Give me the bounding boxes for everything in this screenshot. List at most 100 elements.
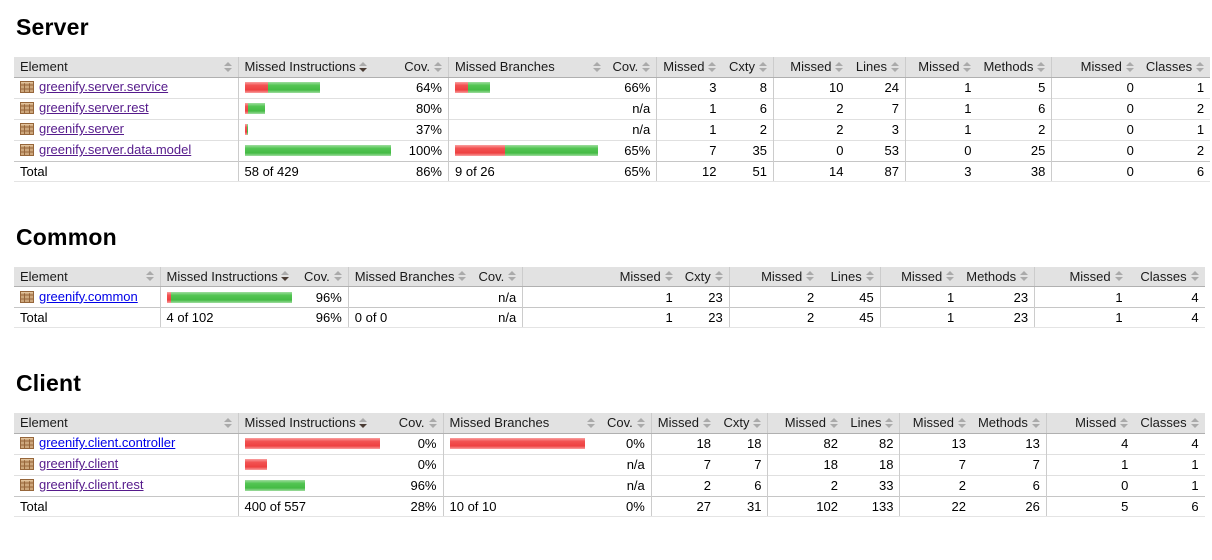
sort-up-arrow-icon — [280, 271, 289, 276]
column-header-missed-instructions[interactable]: Missed Instructions — [237, 57, 397, 78]
header-cell-content: Cov. — [478, 269, 517, 284]
column-header-missed-instructions[interactable]: Missed Instructions — [237, 413, 391, 434]
column-header-methods-10[interactable]: Methods — [960, 266, 1035, 287]
column-header-missed-7[interactable]: Missed — [767, 413, 844, 434]
column-header-methods-10[interactable]: Methods — [977, 57, 1052, 78]
column-header-methods-10[interactable]: Methods — [971, 413, 1047, 434]
counter-cell: 0 — [1051, 77, 1140, 98]
column-header-label: Lines — [830, 268, 862, 284]
package-link[interactable]: greenify.server.service — [39, 79, 169, 94]
column-header-missed-9[interactable]: Missed — [879, 266, 961, 287]
column-header-missed-5[interactable]: Missed — [656, 57, 723, 78]
branch-coverage-cell: n/a — [498, 289, 517, 305]
coverage-bar — [166, 287, 293, 307]
sort-desc-icon — [358, 61, 367, 72]
column-header-missed-11[interactable]: Missed — [1051, 57, 1140, 78]
column-header-cov-4[interactable]: Cov. — [606, 57, 657, 78]
column-header-label: Cov. — [612, 59, 639, 75]
column-header-lines-8[interactable]: Lines — [820, 266, 881, 287]
package-link[interactable]: greenify.server — [39, 121, 125, 136]
column-header-missed-5[interactable]: Missed — [650, 413, 717, 434]
sort-down-arrow-icon — [758, 67, 767, 72]
total-counter-cell: 133 — [843, 495, 900, 517]
column-header-cxty-6[interactable]: Cxty — [716, 413, 768, 434]
column-header-missed-9[interactable]: Missed — [899, 413, 972, 434]
column-header-missed-5[interactable]: Missed — [522, 266, 679, 287]
header-cell-content: Missed — [658, 415, 711, 430]
sort-arrows-icon — [223, 61, 232, 72]
table-row: greenify.server.data.model 100% 65% 7 35 0 53 0… — [14, 139, 1211, 161]
column-header-label: Missed — [1075, 415, 1117, 431]
column-header-cov-4[interactable]: Cov. — [472, 266, 523, 287]
total-branch-coverage-cell: n/a — [472, 307, 523, 328]
column-header-cov-2[interactable]: Cov. — [396, 57, 449, 78]
column-header-lines-8[interactable]: Lines — [843, 413, 900, 434]
counter-cell: 1 — [904, 97, 978, 119]
header-cell-content: Missed Branches — [355, 269, 467, 284]
total-counter-cell: 23 — [678, 307, 730, 328]
counter-cell: 0 — [1051, 97, 1140, 119]
sort-up-arrow-icon — [333, 271, 342, 276]
coverage-table-slot: Element Missed Instructions Cov. Missed Bra… — [14, 57, 1212, 182]
package-link[interactable]: greenify.common — [39, 288, 138, 304]
package-link[interactable]: greenify.client.controller — [39, 435, 176, 450]
column-header-classes-12[interactable]: Classes — [1139, 57, 1211, 78]
sort-arrows-icon — [1125, 61, 1134, 72]
counter-cell: 6 — [971, 474, 1047, 496]
element-cell-content: greenify.client.rest — [20, 477, 144, 492]
column-header-element[interactable]: Element — [14, 266, 160, 287]
sort-arrows-icon — [865, 271, 874, 282]
column-header-cov-2[interactable]: Cov. — [391, 413, 443, 434]
sort-desc-icon — [280, 271, 289, 282]
sort-down-arrow-icon — [1031, 423, 1040, 428]
column-header-missed-7[interactable]: Missed — [728, 266, 821, 287]
total-instructions-cell: 400 of 557 — [237, 495, 391, 517]
column-header-missed-11[interactable]: Missed — [1034, 266, 1129, 287]
column-header-cxty-6[interactable]: Cxty — [678, 266, 730, 287]
sort-up-arrow-icon — [946, 271, 955, 276]
column-header-element[interactable]: Element — [14, 57, 238, 78]
element-cell: greenify.server — [14, 118, 238, 140]
total-counter-cell: 6 — [1134, 495, 1205, 517]
coverage-bar — [455, 78, 601, 98]
column-header-missed-instructions[interactable]: Missed Instructions — [159, 266, 298, 287]
missed-branches-cell — [448, 77, 607, 98]
column-header-lines-8[interactable]: Lines — [849, 57, 906, 78]
instruction-coverage-cell: 64% — [415, 80, 442, 95]
sort-up-arrow-icon — [835, 61, 844, 66]
column-header-label: Methods — [977, 415, 1028, 431]
package-link[interactable]: greenify.client.rest — [39, 477, 144, 492]
column-header-label: Missed — [790, 59, 832, 75]
column-header-label: Missed — [657, 415, 699, 431]
column-header-element[interactable]: Element — [14, 413, 238, 434]
column-header-missed-7[interactable]: Missed — [772, 57, 850, 78]
header-cell-content: Cxty — [728, 59, 767, 74]
column-header-missed-11[interactable]: Missed — [1045, 413, 1135, 434]
column-header-missed-branches-3[interactable]: Missed Branches — [442, 413, 601, 434]
column-header-classes-12[interactable]: Classes — [1134, 413, 1205, 434]
sort-arrows-icon — [702, 417, 711, 428]
column-header-label: Cov. — [398, 415, 425, 431]
package-link[interactable]: greenify.server.rest — [39, 100, 149, 115]
column-header-missed-branches-3[interactable]: Missed Branches — [448, 57, 607, 78]
sort-down-arrow-icon — [280, 277, 289, 282]
column-header-cov-4[interactable]: Cov. — [601, 413, 652, 434]
package-link[interactable]: greenify.client — [39, 456, 119, 471]
sort-down-arrow-icon — [508, 277, 517, 282]
package-link[interactable]: greenify.server.data.model — [39, 142, 192, 157]
sort-up-arrow-icon — [223, 61, 232, 66]
column-header-cxty-6[interactable]: Cxty — [722, 57, 774, 78]
column-header-label: Missed Branches — [455, 59, 555, 75]
header-cell-content: Missed Instructions — [245, 415, 386, 430]
column-header-classes-12[interactable]: Classes — [1128, 266, 1205, 287]
instruction-coverage-cell: 0% — [391, 453, 443, 475]
counter-cell: 2 — [650, 474, 717, 496]
column-header-missed-branches-3[interactable]: Missed Branches — [347, 266, 473, 287]
sort-down-arrow-icon — [885, 423, 894, 428]
header-cell-content: Missed — [774, 415, 838, 430]
total-branches-cell: 0 of 0 — [347, 307, 473, 328]
header-cell-content: Methods — [966, 269, 1029, 284]
column-header-missed-9[interactable]: Missed — [904, 57, 978, 78]
column-header-cov-2[interactable]: Cov. — [298, 266, 349, 287]
total-counter-cell: 1 — [1034, 307, 1129, 328]
